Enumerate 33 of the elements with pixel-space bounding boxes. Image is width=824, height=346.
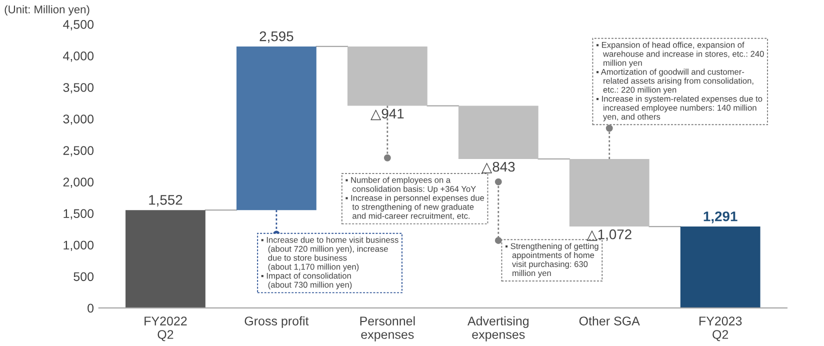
data-label: △1,072 xyxy=(586,229,632,241)
bar xyxy=(458,106,538,159)
bar xyxy=(680,226,760,308)
y-tick-label: 4,000 xyxy=(63,52,94,62)
y-tick-label: 1,500 xyxy=(64,209,94,220)
text: ▪ Expansion of head office, expansion of warehouse and increase in stores, etc.: 240 million yen ▪ Amortization of goodwill and customer- related assets arising from consolidation, etc.: 220 million yen ▪ Increase in system-related expenses due to increased employee numbers: 140 million yen, and others xyxy=(596,42,764,122)
y-tick-label: 3,000 xyxy=(63,114,94,125)
annotation: ▪ Number of employees on a consolidation basis: Up +364 YoY ▪ Increase in personnel expenses due to strengthening of new graduate and mid-career recruitment, etc. xyxy=(346,176,484,220)
y-tick-label: 3,500 xyxy=(63,83,94,94)
y-tick-label: 4,500 xyxy=(63,20,94,30)
y-tick-label: 1,000 xyxy=(64,240,94,252)
x-tick-label: FY2023 Q2 xyxy=(699,316,742,342)
bar xyxy=(347,46,428,106)
y-tick-label: 500 xyxy=(74,272,94,282)
data-label: 2,595 xyxy=(260,31,294,43)
data-label: 1,291 xyxy=(704,211,738,224)
x-tick-label: Gross profit xyxy=(244,316,309,328)
bar xyxy=(126,210,206,308)
data-label: 1,552 xyxy=(149,194,182,206)
x-tick-label: Advertising expenses xyxy=(467,316,528,342)
data-label: △843 xyxy=(482,162,515,174)
annotation: ▪ Strengthening of getting appointments of home visit purchasing: 630 million yen xyxy=(505,243,598,278)
x-tick-label: FY2022 Q2 xyxy=(144,316,187,342)
y-tick-label: 2,000 xyxy=(63,178,94,188)
x-tick-label: Other SGA xyxy=(579,316,640,326)
y-tick-label: 2,500 xyxy=(63,146,94,156)
x-tick-label: Personnel expenses xyxy=(360,316,415,342)
text: (Unit: Million yen) xyxy=(4,5,90,16)
annotation: ▪ Increase due to home visit business (about 720 million yen), increase due to store business (about 1,170 million yen) ▪ Impact of consolidation (about 730 million yen) xyxy=(261,236,398,290)
bar xyxy=(569,158,650,227)
y-tick-label: 0 xyxy=(88,304,94,313)
data-label: △941 xyxy=(370,108,404,120)
bar xyxy=(236,46,316,210)
